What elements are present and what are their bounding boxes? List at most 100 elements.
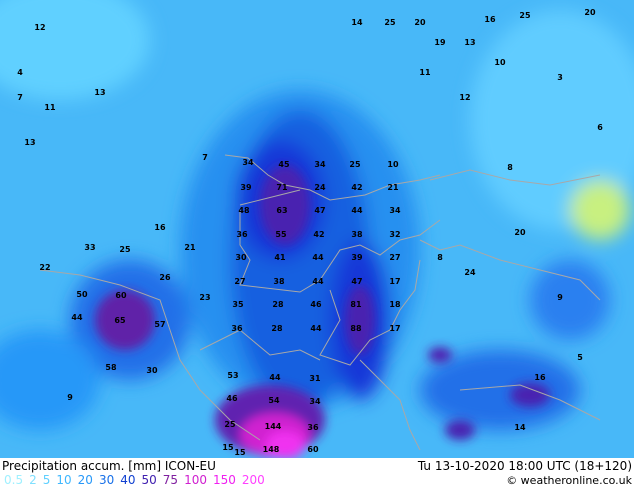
map-value-label: 21 [184, 243, 196, 252]
map-value-label: 20 [584, 8, 596, 17]
map-value-label: 13 [24, 138, 35, 147]
map-value-label: 34 [314, 160, 326, 169]
map-value-label: 3 [557, 73, 563, 82]
map-value-label: 13 [94, 88, 105, 97]
map-value-label: 46 [310, 300, 322, 309]
map-value-label: 44 [71, 313, 83, 322]
map-value-label: 55 [275, 230, 287, 239]
map-value-label: 44 [312, 253, 324, 262]
map-value-label: 11 [419, 68, 431, 77]
map-value-label: 16 [154, 223, 166, 232]
map-value-label: 8 [507, 163, 513, 172]
map-value-label: 9 [67, 393, 73, 402]
map-value-label: 7 [17, 93, 23, 102]
map-value-label: 25 [224, 420, 236, 429]
map-value-label: 12 [34, 23, 45, 32]
map-value-label: 54 [268, 396, 280, 405]
map-value-label: 44 [312, 277, 324, 286]
map-value-label: 14 [514, 423, 526, 432]
copyright-link[interactable]: © weatheronline.co.uk [506, 474, 632, 487]
map-value-label: 17 [389, 277, 400, 286]
map-title: Precipitation accum. [mm] ICON-EU [2, 459, 216, 473]
map-value-label: 5 [577, 353, 583, 362]
map-value-label: 44 [310, 324, 322, 333]
map-value-label: 34 [242, 158, 254, 167]
map-value-label: 33 [84, 243, 95, 252]
map-value-label: 10 [387, 160, 399, 169]
map-value-label: 4 [17, 68, 23, 77]
legend-item: 2 [29, 473, 37, 487]
map-value-label: 30 [146, 366, 158, 375]
map-value-label: 25 [384, 18, 396, 27]
map-value-label: 16 [484, 15, 496, 24]
legend-item: 30 [98, 473, 115, 487]
legend-item: 5 [42, 473, 51, 487]
map-value-label: 28 [272, 300, 284, 309]
map-value-label: 14 [351, 18, 363, 27]
map-value-label: 8 [437, 253, 443, 262]
map-value-label: 16 [534, 373, 546, 382]
map-value-label: 60 [307, 445, 319, 454]
map-value-label: 19 [434, 38, 446, 47]
map-value-label: 11 [44, 103, 56, 112]
map-value-label: 39 [240, 183, 252, 192]
map-value-label: 28 [271, 324, 283, 333]
map-value-label: 21 [387, 183, 399, 192]
map-value-label: 53 [227, 371, 238, 380]
map-value-label: 25 [119, 245, 131, 254]
map-value-label: 63 [276, 206, 287, 215]
map-value-label: 17 [389, 324, 400, 333]
map-value-label: 44 [269, 373, 281, 382]
legend-item: 50 [141, 473, 157, 487]
map-value-label: 60 [115, 291, 127, 300]
legend-item: 20 [77, 473, 93, 487]
map-value-label: 32 [389, 230, 400, 239]
legend-item: 200 [241, 473, 265, 487]
map-value-label: 38 [273, 277, 285, 286]
legend-item: 10 [56, 473, 72, 487]
map-value-label: 42 [313, 230, 324, 239]
map-value-label: 20 [514, 228, 526, 237]
map-value-label: 50 [76, 290, 88, 299]
map-value-label: 36 [231, 324, 243, 333]
color-legend: 0.5 2 5 10 20 30 40 50 75 100 150 200 [4, 473, 271, 487]
map-value-label: 44 [351, 206, 363, 215]
map-value-label: 34 [309, 397, 321, 406]
country-borders [39, 154, 601, 451]
map-value-label: 31 [309, 374, 321, 383]
map-value-label: 15 [234, 448, 246, 457]
map-value-label: 34 [389, 206, 401, 215]
map-value-label: 81 [350, 300, 362, 309]
map-value-label: 42 [351, 183, 362, 192]
map-value-label: 45 [278, 160, 290, 169]
map-value-label: 71 [276, 183, 288, 192]
map-value-label: 144 [265, 422, 282, 431]
map-value-label: 148 [263, 445, 280, 454]
map-value-label: 47 [314, 206, 325, 215]
map-value-label: 23 [199, 293, 210, 302]
map-value-label: 18 [389, 300, 401, 309]
map-value-label: 7 [202, 153, 208, 162]
map-value-label: 26 [159, 273, 171, 282]
map-value-label: 39 [351, 253, 363, 262]
map-value-label: 46 [226, 394, 238, 403]
map-value-label: 24 [314, 183, 326, 192]
map-value-label: 65 [114, 316, 126, 325]
legend-item: 150 [212, 473, 236, 487]
map-value-label: 38 [351, 230, 363, 239]
map-value-label: 36 [236, 230, 248, 239]
legend-item: 0.5 [4, 473, 24, 487]
map-value-label: 15 [222, 443, 234, 452]
map-value-label: 35 [232, 300, 244, 309]
map-value-label: 6 [597, 123, 603, 132]
map-value-label: 25 [519, 11, 531, 20]
map-value-label: 24 [464, 268, 476, 277]
map-value-label: 12 [459, 93, 470, 102]
map-value-label: 41 [274, 253, 286, 262]
legend-item: 40 [120, 473, 136, 487]
map-value-label: 13 [464, 38, 475, 47]
map-value-label: 22 [39, 263, 50, 272]
